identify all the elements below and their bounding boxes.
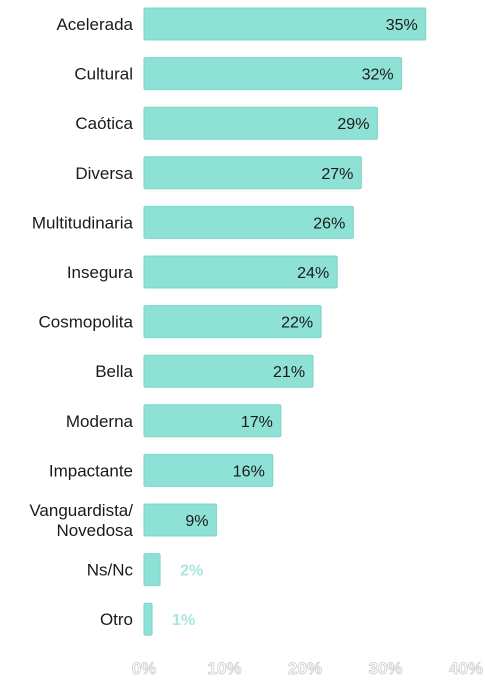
category-label: Acelerada	[56, 15, 133, 34]
x-tick-label: 30%	[368, 659, 402, 678]
category-labels: Acelerada Cultural Caótica Diversa Multitudi…	[29, 15, 133, 629]
bar	[143, 7, 427, 41]
x-tick-label: 0%	[132, 659, 157, 678]
x-tick-label: 40%	[449, 659, 483, 678]
bar	[143, 106, 378, 140]
value-label: 35%	[386, 17, 418, 34]
category-label: Insegura	[67, 263, 134, 282]
value-labels: 35% 32% 29% 27% 26% 24% 22% 21% 17% 16% 9% 2% 1%	[172, 17, 418, 629]
category-label: Bella	[95, 362, 133, 381]
value-label: 17%	[241, 414, 273, 431]
bar	[143, 156, 362, 190]
bar	[143, 453, 274, 487]
value-label: 32%	[362, 67, 394, 84]
x-axis-ticks: 0% 10% 20% 30% 40%	[131, 659, 483, 679]
value-label: 24%	[297, 265, 329, 282]
bar	[143, 205, 354, 239]
category-label: Ns/Nc	[87, 561, 134, 580]
bar	[143, 354, 314, 388]
category-label: Cosmopolita	[39, 313, 134, 332]
x-tick-label: 20%	[288, 659, 322, 678]
bar	[143, 305, 322, 339]
bar	[143, 553, 161, 587]
value-label: 22%	[281, 315, 313, 332]
value-label: 1%	[172, 612, 195, 629]
value-label: 26%	[313, 215, 345, 232]
x-tick-label: 10%	[207, 659, 241, 678]
category-label: Cultural	[74, 65, 133, 84]
category-label: Diversa	[75, 164, 133, 183]
value-label: 2%	[180, 563, 203, 580]
category-label: Impactante	[49, 461, 133, 480]
bar	[143, 404, 282, 438]
value-label: 21%	[273, 364, 305, 381]
bar	[143, 503, 217, 537]
category-label: Vanguardista/Novedosa	[29, 501, 133, 540]
bar	[143, 57, 403, 91]
bars-group	[143, 7, 427, 636]
bar	[143, 602, 153, 636]
category-label: Multitudinaria	[32, 213, 134, 232]
value-label: 16%	[233, 463, 265, 480]
bar	[143, 255, 338, 289]
category-label: Caótica	[75, 114, 133, 133]
category-label: Otro	[100, 610, 133, 629]
value-label: 9%	[185, 513, 208, 530]
value-label: 29%	[337, 116, 369, 133]
category-label: Moderna	[66, 412, 134, 431]
value-label: 27%	[321, 166, 353, 183]
